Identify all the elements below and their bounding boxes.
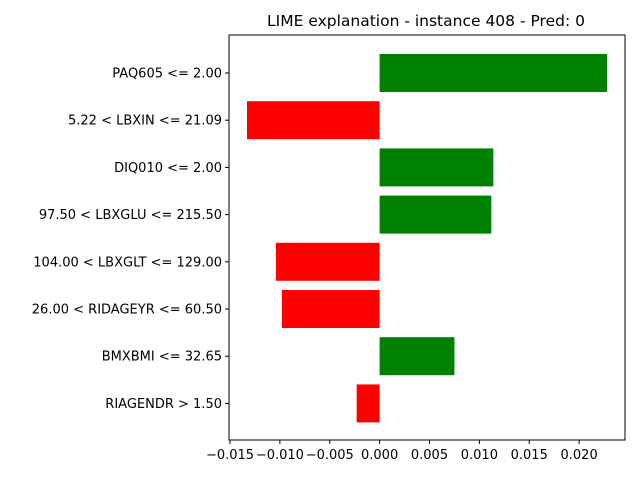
x-tick-label: −0.010 [256, 448, 304, 463]
y-tick-label: PAQ605 <= 2.00 [112, 67, 222, 82]
x-tick-label: 0.010 [461, 448, 498, 463]
y-axis: PAQ605 <= 2.00 5.22 < LBXIN <= 21.09 DIQ01… [32, 67, 229, 412]
y-tick-label: 5.22 < LBXIN <= 21.09 [68, 114, 222, 129]
x-tick-label: −0.015 [206, 448, 254, 463]
bar-6 [281, 290, 380, 328]
bar-5 [275, 242, 380, 281]
x-axis: −0.015 −0.010 −0.005 0.000 0.005 0.010 0.015 0.… [206, 440, 598, 463]
x-tick-label: 0.015 [511, 448, 548, 463]
bar-3 [379, 148, 494, 187]
bar-1 [379, 54, 608, 92]
x-tick-label: −0.005 [306, 448, 354, 463]
x-tick-label: 0.000 [361, 448, 398, 463]
x-tick-label: 0.005 [411, 448, 448, 463]
x-tick-label: 0.020 [561, 448, 598, 463]
y-tick-label: 104.00 < LBXGLT <= 129.00 [33, 255, 222, 270]
y-tick-label: DIQ010 <= 2.00 [114, 161, 222, 176]
bar-2 [246, 101, 380, 140]
y-tick-label: RIAGENDR > 1.50 [105, 397, 222, 412]
chart-title: LIME explanation - instance 408 - Pred: … [267, 12, 585, 30]
bar-7 [379, 337, 455, 376]
y-tick-label: 26.00 < RIDAGEYR <= 60.50 [32, 303, 222, 318]
y-tick-label: 97.50 < LBXGLU <= 215.50 [39, 208, 222, 223]
bar-4 [379, 195, 492, 234]
bars-group [246, 54, 608, 423]
plot-frame [228, 34, 626, 441]
bar-8 [356, 384, 380, 423]
y-tick-label: BMXBMI <= 32.65 [102, 350, 222, 365]
